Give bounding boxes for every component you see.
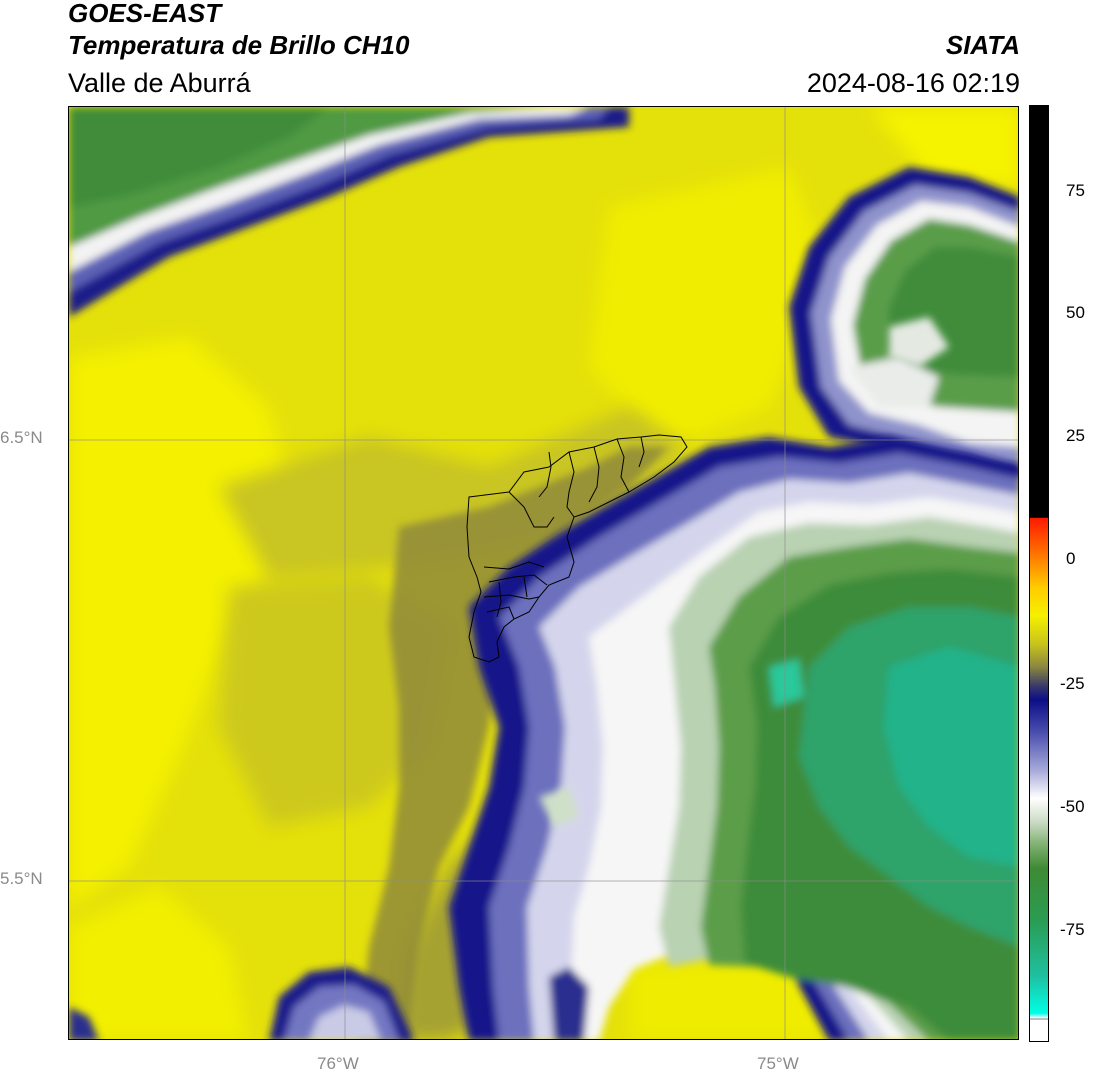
lat-label-6-5n: 6.5°N	[0, 428, 43, 447]
agency-label: SIATA	[945, 30, 1020, 60]
colorbar-tick-25: 25	[1066, 426, 1085, 445]
colorbar-tick-minus-75: -75	[1060, 920, 1085, 939]
colorbar-tick-minus-50: -50	[1060, 797, 1085, 816]
map-canvas	[69, 107, 1018, 1039]
lon-label-75w: 75°W	[757, 1054, 799, 1073]
satellite-title: GOES-EAST	[68, 0, 222, 28]
region-subtitle: Valle de Aburrá	[68, 68, 251, 98]
colorbar-tick-0: 0	[1066, 549, 1076, 568]
lat-label-5-5n: 5.5°N	[0, 869, 43, 888]
colorbar-tick-minus-25: -25	[1060, 674, 1085, 693]
product-title: Temperatura de Brillo CH10	[68, 30, 410, 60]
graticule	[69, 107, 1018, 1039]
valle-de-aburra-boundaries	[466, 434, 688, 663]
colorbar-tick-50: 50	[1066, 303, 1085, 322]
colorbar-tick-75: 75	[1066, 181, 1085, 200]
brightness-temperature-map[interactable]	[68, 106, 1019, 1040]
colorbar	[1029, 105, 1049, 1042]
lon-label-76w: 76°W	[317, 1054, 359, 1073]
timestamp-label: 2024-08-16 02:19	[806, 68, 1020, 98]
